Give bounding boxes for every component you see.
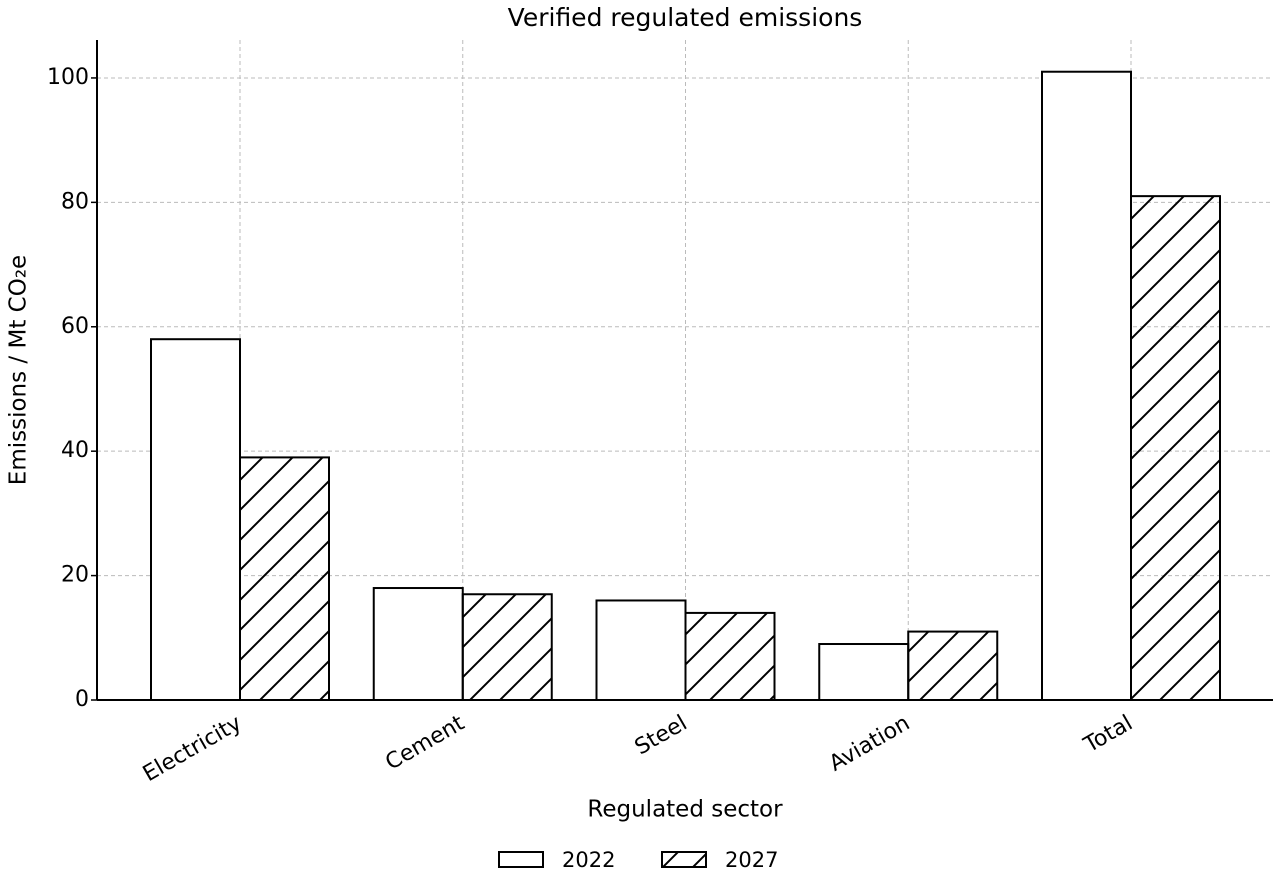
bar xyxy=(1041,70,1132,701)
y-tick-label: 20 xyxy=(61,563,89,588)
y-tick-label: 0 xyxy=(75,687,89,712)
legend-swatch xyxy=(498,851,544,868)
bar xyxy=(461,593,553,702)
bar xyxy=(907,630,999,701)
chart-title: Verified regulated emissions xyxy=(508,3,863,32)
y-tick-label: 40 xyxy=(61,438,89,463)
x-tick-label: Total xyxy=(1079,711,1137,759)
bar xyxy=(239,456,330,701)
y-tick-label: 100 xyxy=(47,65,89,90)
x-axis-label: Regulated sector xyxy=(587,797,783,823)
bar xyxy=(818,643,910,701)
bars xyxy=(150,70,1221,702)
x-tick-label: Steel xyxy=(631,711,692,761)
x-tick-label: Aviation xyxy=(825,711,914,777)
y-axis-label: Emissions / Mt CO₂e xyxy=(6,255,32,485)
legend-label: 2022 xyxy=(562,848,615,872)
y-tick-label: 80 xyxy=(61,189,89,214)
x-tick-label: Cement xyxy=(381,711,469,776)
bar xyxy=(150,338,241,701)
legend-label: 2027 xyxy=(725,848,778,872)
bar xyxy=(595,599,687,701)
bar xyxy=(372,587,464,701)
legend-swatch xyxy=(661,851,707,868)
bar xyxy=(684,611,776,702)
bar xyxy=(1130,195,1221,702)
y-tick-label: 60 xyxy=(61,314,89,339)
legend: 2022 2027 xyxy=(498,848,778,872)
x-tick-label: Electricity xyxy=(139,711,246,787)
